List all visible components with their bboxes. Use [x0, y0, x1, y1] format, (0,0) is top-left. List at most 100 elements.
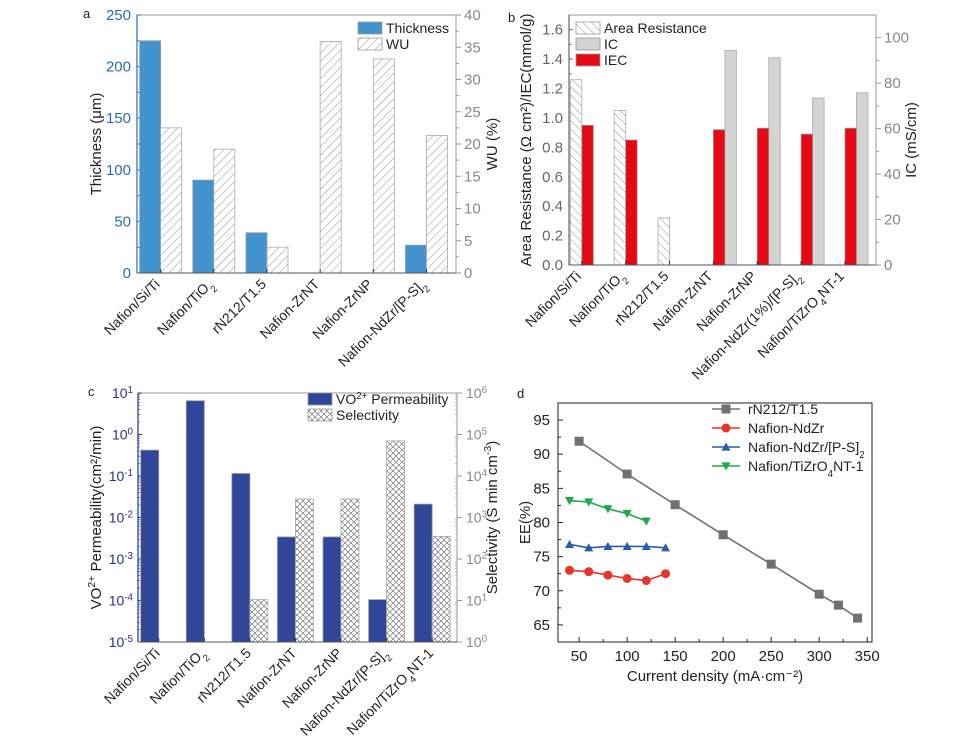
y-axis-title-part: VO [88, 588, 105, 610]
legend-label-part: 4 [828, 469, 834, 480]
x-tick-label: 200 [711, 648, 736, 665]
series-nafion-ndzr-p-s-2 [565, 539, 671, 552]
bar-selectivity [249, 599, 269, 643]
data-point [661, 569, 671, 579]
bar-vo2-permeability [185, 400, 205, 643]
legend-label: Nafion/TiZrO4NT-1 [748, 458, 864, 480]
data-point [661, 543, 671, 552]
right-tick-label-part: 10 [466, 468, 482, 484]
legend-label-part: Selectivity [336, 407, 399, 423]
y2-axis-title-part: ) [484, 441, 501, 446]
legend-label-part: IEC [604, 52, 627, 68]
legend-marker [721, 462, 731, 471]
data-point [622, 573, 632, 583]
data-point [622, 510, 632, 519]
legend-swatch [307, 408, 333, 422]
legend-swatch [307, 392, 333, 406]
data-point [833, 600, 843, 610]
bar-iec [756, 127, 770, 266]
legend-label: Selectivity [336, 407, 399, 423]
right-tick-label-part: 10 [466, 634, 482, 650]
legend-marker [721, 404, 731, 414]
left-tick-label-part: 10 [109, 510, 125, 526]
right-tick-label-part: 1 [482, 592, 487, 603]
left-tick-label-part: 0 [128, 426, 134, 437]
left-tick-label: 200 [106, 59, 131, 76]
y-axis-title-part: Area Resistance (Ω cm²)/IEC(mmol/g) [518, 14, 535, 267]
legend-label: IC [604, 36, 618, 52]
y-tick-label: 65 [533, 617, 550, 634]
legend-label-part: WU [386, 36, 409, 52]
left-tick-label: 1.0 [542, 110, 563, 127]
bar-vo2-permeability [368, 599, 387, 643]
left-tick-label-part: -2 [124, 509, 133, 520]
data-point [565, 565, 575, 575]
left-tick-label: 0.6 [542, 169, 563, 186]
legend-swatch [357, 21, 383, 35]
bar-vo2-permeability [231, 473, 251, 643]
legend-label: WU [386, 36, 409, 52]
bar-selectivity [431, 536, 451, 643]
series-line [569, 569, 666, 582]
right-tick-label-part: 2 [482, 551, 487, 562]
x-tick-label: 250 [759, 648, 784, 665]
bar-iec [712, 129, 726, 266]
data-point [584, 543, 594, 552]
left-tick-label-part: 10 [109, 593, 125, 609]
legend-label: IEC [604, 52, 627, 68]
left-tick-label: 100 [106, 162, 131, 179]
series-nafion-ndzr [565, 565, 671, 586]
y-axis-title-part: Thickness (μm) [88, 93, 105, 196]
y2-axis-title: WU (%) [484, 118, 501, 171]
legend-label-part: rN212/T1.5 [748, 401, 818, 417]
data-point [574, 436, 584, 446]
bar-vo2-permeability [277, 536, 296, 643]
bar-iec [800, 133, 814, 266]
series-rn212-t1-5 [574, 436, 863, 623]
data-point [603, 570, 613, 580]
y2-axis-title: Selectivity (S min cm-3) [482, 441, 501, 595]
left-tick-label-part: -3 [124, 551, 133, 562]
legend-label-part: IC [604, 36, 618, 52]
right-tick-label-part: 10 [466, 385, 482, 401]
legend-label-part: VO [336, 391, 356, 407]
panel-label: b [508, 10, 515, 25]
data-point [814, 589, 824, 599]
legend-label: VO2+ Permeability [336, 391, 448, 408]
data-point [641, 576, 651, 586]
legend-swatch [575, 21, 601, 35]
y2-axis-title: IC (mS/cm) [903, 102, 920, 178]
left-tick-label: 10-2 [109, 509, 133, 526]
right-tick-label-part: 4 [482, 468, 488, 479]
panel-label: a [83, 6, 91, 21]
data-point [853, 613, 863, 623]
chart-panel-a: 0 50 100 150 200 250 0 5 10 15 20 25 30 35 40 Nafion/Si… [88, 7, 501, 370]
right-tick-label-part: 5 [482, 426, 488, 437]
legend-label-part: NT-1 [833, 458, 864, 474]
legend-label-part: Thickness [386, 20, 449, 36]
left-tick-label: 150 [106, 110, 131, 127]
left-tick-label-part: -5 [124, 634, 133, 645]
left-tick-label: 0.8 [542, 139, 563, 156]
y2-axis-title-part: -3 [482, 446, 494, 455]
bar-vo2-permeability [413, 503, 433, 643]
bar-ic [768, 57, 781, 266]
data-point [603, 505, 613, 514]
right-tick-label: 40 [464, 7, 481, 24]
right-tick-label: 101 [466, 592, 487, 609]
data-point [622, 469, 632, 479]
right-tick-label: 30 [464, 72, 481, 89]
right-tick-label: 102 [466, 551, 487, 568]
bar-selectivity [340, 498, 360, 643]
chart-panel-d: 50 100 150 200 250 300 350 65 70 75 80 85 90 95 Curren… [517, 401, 880, 685]
bar-area-resistance [613, 110, 627, 266]
x-tick-label: 350 [855, 648, 880, 665]
right-tick-label: 20 [884, 212, 901, 229]
bar-ic [856, 92, 869, 266]
legend-label: Nafion-NdZr/[P-S]2 [748, 439, 865, 461]
right-tick-label: 100 [466, 634, 488, 651]
bar-vo2-permeability [140, 449, 160, 643]
right-tick-label-part: 10 [466, 427, 482, 443]
